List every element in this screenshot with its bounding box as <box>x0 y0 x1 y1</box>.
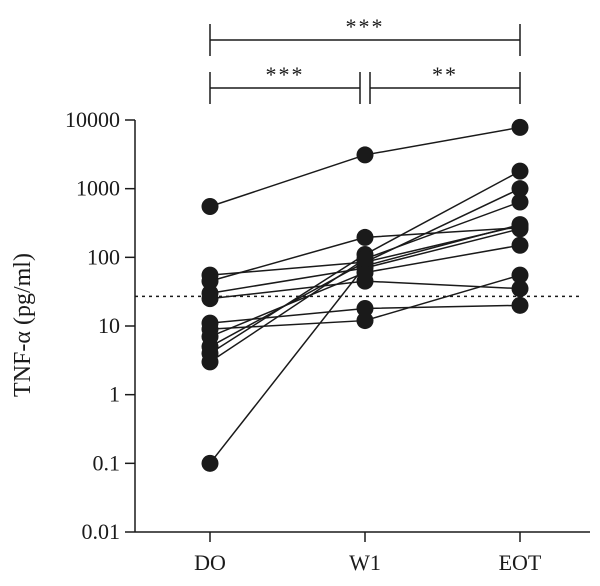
series-line <box>209 126 521 208</box>
data-point <box>201 454 219 472</box>
y-tick-label: 0.01 <box>82 519 121 544</box>
significance-label: *** <box>266 62 305 87</box>
data-point <box>356 312 374 330</box>
data-point <box>511 180 529 198</box>
data-point <box>511 266 529 284</box>
data-point <box>511 118 529 136</box>
y-tick-label: 0.1 <box>93 450 121 475</box>
y-tick-label: 100 <box>87 244 120 269</box>
significance-label: ** <box>432 62 458 87</box>
axes: TNF-α (pg/ml) 10000 1000 100 10 1 0.1 0.01 DO W1… <box>10 107 590 575</box>
y-axis-title: TNF-α (pg/ml) <box>10 253 36 397</box>
data-point <box>511 236 529 254</box>
x-tick-label: EOT <box>499 550 542 575</box>
data-point <box>511 193 529 211</box>
data-point <box>356 299 374 317</box>
data-point <box>511 162 529 180</box>
data-point <box>356 146 374 164</box>
data-point <box>356 250 374 268</box>
x-tick-label: W1 <box>349 550 381 575</box>
x-tick-label: DO <box>194 550 226 575</box>
data-point <box>356 228 374 246</box>
data-point <box>511 220 529 238</box>
y-tick-label: 10 <box>98 313 120 338</box>
data-point <box>511 296 529 314</box>
significance-brackets: ****** ** <box>209 14 521 104</box>
y-tick-label: 1 <box>109 382 120 407</box>
data-point <box>201 197 219 215</box>
data-point <box>201 272 219 290</box>
y-tick-label: 1000 <box>76 176 120 201</box>
series-layer <box>201 118 529 472</box>
data-point <box>511 280 529 298</box>
data-point <box>201 290 219 308</box>
y-tick-label: 10000 <box>65 107 120 132</box>
significance-label: *** <box>346 14 385 39</box>
data-point <box>201 353 219 371</box>
